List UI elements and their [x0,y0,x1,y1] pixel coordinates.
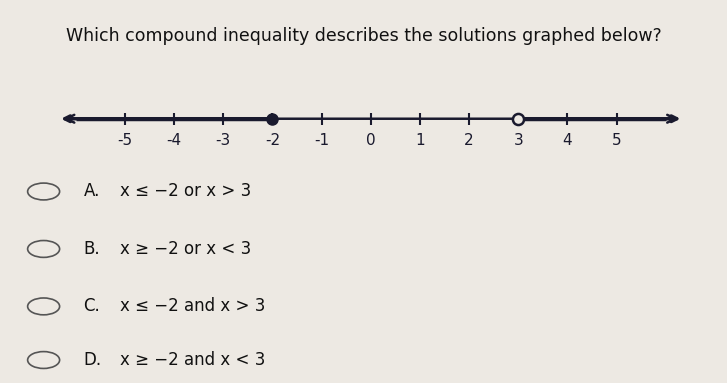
Text: 1: 1 [415,133,425,148]
Text: Which compound inequality describes the solutions graphed below?: Which compound inequality describes the … [65,27,662,45]
Text: -5: -5 [117,133,132,148]
Text: 4: 4 [563,133,572,148]
Text: x ≥ −2 or x < 3: x ≥ −2 or x < 3 [120,240,252,258]
Text: 5: 5 [612,133,622,148]
Text: 0: 0 [366,133,376,148]
Text: x ≥ −2 and x < 3: x ≥ −2 and x < 3 [120,351,265,369]
Text: 3: 3 [513,133,523,148]
Text: -3: -3 [216,133,231,148]
Text: x ≤ −2 and x > 3: x ≤ −2 and x > 3 [120,298,265,315]
Text: D.: D. [84,351,102,369]
Text: -4: -4 [166,133,182,148]
Text: -2: -2 [265,133,280,148]
Text: 2: 2 [465,133,474,148]
Text: x ≤ −2 or x > 3: x ≤ −2 or x > 3 [120,183,252,200]
Text: B.: B. [84,240,100,258]
Text: -1: -1 [314,133,329,148]
Text: C.: C. [84,298,100,315]
Text: A.: A. [84,183,100,200]
